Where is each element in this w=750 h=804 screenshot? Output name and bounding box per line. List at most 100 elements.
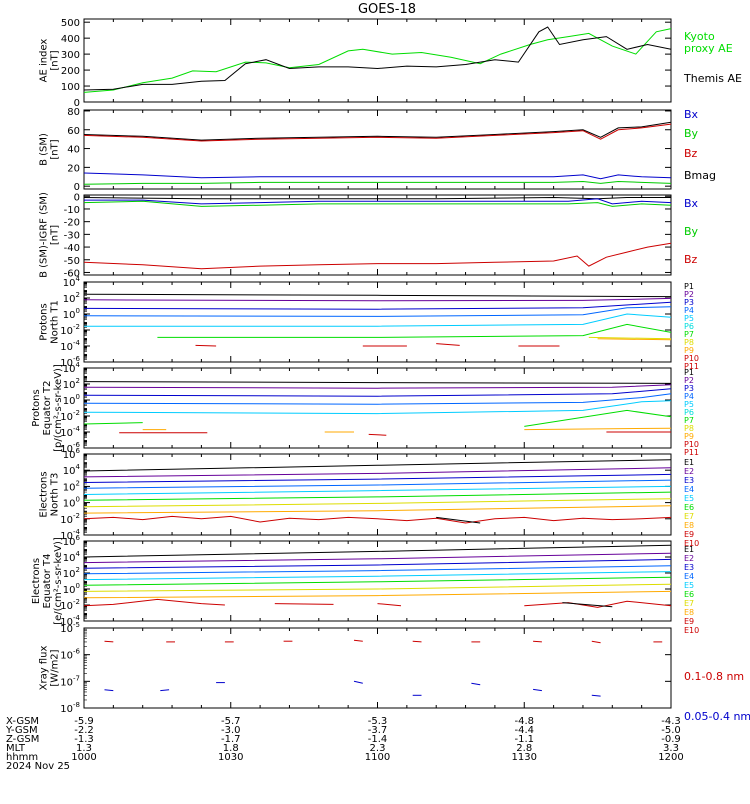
series-line-prot1-8 — [195, 344, 217, 347]
series-line-xray-10 — [104, 689, 114, 692]
y-tick-label: 100 — [61, 82, 80, 93]
y-tick-label: 102 — [63, 377, 80, 391]
x-row-value: -3.0 — [221, 725, 241, 736]
series-line-elec4-7 — [83, 590, 672, 599]
series-line-xray-4 — [353, 639, 363, 642]
y-tick-label: 300 — [61, 50, 80, 61]
legend-entry-ae: Themis AE — [683, 72, 742, 85]
y-tick-label: -30 — [64, 230, 80, 241]
y-axis-label: B (SM)-IGRF (SM) — [39, 192, 50, 278]
y-axis-label: Electrons — [39, 471, 50, 517]
series-line-elec4-2 — [83, 558, 672, 569]
y-axis-label: Equator T4 — [42, 554, 53, 609]
y-tick-label: -40 — [64, 243, 80, 254]
legend-entry-prot1: P1 — [684, 282, 694, 291]
y-tick-label: 10-4 — [60, 528, 80, 542]
legend-entry-prot1: P9 — [684, 346, 694, 355]
series-line-elec4-3 — [83, 565, 672, 575]
y-axis-label: Protons — [31, 389, 42, 426]
x-row-value: -3.7 — [368, 725, 388, 736]
x-row-value: 1.8 — [223, 743, 239, 754]
series-line-elec4-4 — [83, 571, 672, 581]
series-line-elec4-1 — [83, 552, 672, 564]
legend-entry-elec4: E5 — [684, 581, 694, 590]
legend-entry-bsm: By — [684, 127, 699, 140]
series-line-prot2-3 — [83, 393, 672, 405]
legend-entry-prot1: P5 — [684, 314, 694, 323]
series-line-elec3-4 — [83, 485, 672, 495]
series-line-prot1-0 — [83, 293, 672, 298]
series-line-elec3-3 — [83, 479, 672, 489]
series-line-xray-5 — [412, 640, 422, 643]
legend-entry-ae: Kyoto — [684, 30, 715, 43]
legend-entry-prot2: P7 — [684, 416, 694, 425]
legend-entry-prot1: P6 — [684, 322, 694, 331]
series-line-prot2-9 — [524, 427, 672, 431]
y-tick-label: 10-6 — [60, 355, 80, 369]
y-tick-label: 102 — [63, 566, 80, 580]
series-line-prot2-1 — [83, 384, 672, 389]
y-tick-label: 102 — [63, 291, 80, 305]
series-line-prot1-5 — [157, 323, 672, 338]
y-tick-label: 100 — [63, 582, 80, 596]
x-row-value: -5.3 — [368, 716, 388, 727]
y-tick-label: -60 — [64, 268, 80, 279]
legend-entry-elec3: E7 — [684, 512, 694, 521]
legend-entry-prot1: P11 — [684, 362, 699, 371]
series-line-xray-16 — [533, 688, 542, 692]
series-line-xray-15 — [471, 682, 481, 686]
x-row-label: Z-GSM — [6, 734, 39, 745]
y-axis-label: Xray flux — [39, 646, 50, 691]
panel-frame-ae — [83, 18, 672, 103]
series-line-bsm-0 — [83, 121, 672, 141]
legend-entry-prot2: P4 — [684, 392, 694, 401]
series-line-elec4-11 — [524, 600, 672, 608]
series-line-prot2-11 — [368, 433, 387, 436]
y-tick-label: 100 — [63, 307, 80, 321]
panel-frame-elec3 — [83, 453, 672, 536]
x-row-value: -5.9 — [74, 716, 94, 727]
series-line-prot1-6 — [588, 336, 672, 340]
legend-entry-elec4: E2 — [684, 554, 694, 563]
legend-entry-elec3: E10 — [684, 539, 699, 548]
legend-entry-prot1: P8 — [684, 338, 694, 347]
y-tick-label: 100 — [63, 496, 80, 510]
x-row-value: -1.3 — [74, 734, 94, 745]
y-tick-label: -10 — [64, 205, 80, 216]
y-tick-label: 60 — [67, 126, 80, 137]
x-row-label: Y-GSM — [5, 725, 38, 736]
series-line-elec3-5 — [83, 491, 672, 501]
legend-entry-prot1: P4 — [684, 306, 694, 315]
y-tick-label: -20 — [64, 218, 80, 229]
series-line-bsm-3 — [83, 180, 672, 185]
series-line-xray-8 — [591, 640, 601, 644]
legend-entry-bsm: Bmag — [684, 169, 716, 182]
y-tick-label: 10-7 — [60, 674, 80, 688]
x-row-label: MLT — [6, 743, 26, 754]
x-row-label: X-GSM — [6, 716, 39, 727]
y-tick-label: 0 — [74, 192, 80, 203]
y-tick-label: 106 — [63, 447, 81, 461]
y-tick-label: 10-4 — [60, 425, 80, 439]
series-line-prot1-7 — [597, 338, 672, 341]
series-line-elec3-1 — [83, 467, 672, 478]
series-line-elec4-6 — [83, 583, 672, 592]
plot-title: GOES-18 — [358, 2, 416, 17]
series-line-elec3-7 — [83, 505, 672, 514]
panel-frame-dbsm — [83, 194, 672, 276]
x-row-value: 1130 — [512, 752, 537, 763]
legend-entry-xray: 0.1-0.8 nm — [684, 670, 744, 683]
y-tick-label: 10-2 — [60, 323, 80, 337]
x-row-value: 1030 — [218, 752, 243, 763]
legend-entry-prot2: P3 — [684, 384, 694, 393]
date-label: 2024 Nov 25 — [6, 761, 70, 772]
x-row-value: 2.3 — [370, 743, 386, 754]
y-axis-label: [nT] — [50, 50, 61, 70]
x-row-value: -4.3 — [661, 716, 681, 727]
legend-entry-elec3: E4 — [684, 485, 694, 494]
y-tick-label: 500 — [61, 18, 80, 29]
x-row-value: -1.1 — [514, 734, 534, 745]
x-row-value: -1.7 — [221, 734, 241, 745]
y-tick-label: 104 — [63, 361, 81, 375]
